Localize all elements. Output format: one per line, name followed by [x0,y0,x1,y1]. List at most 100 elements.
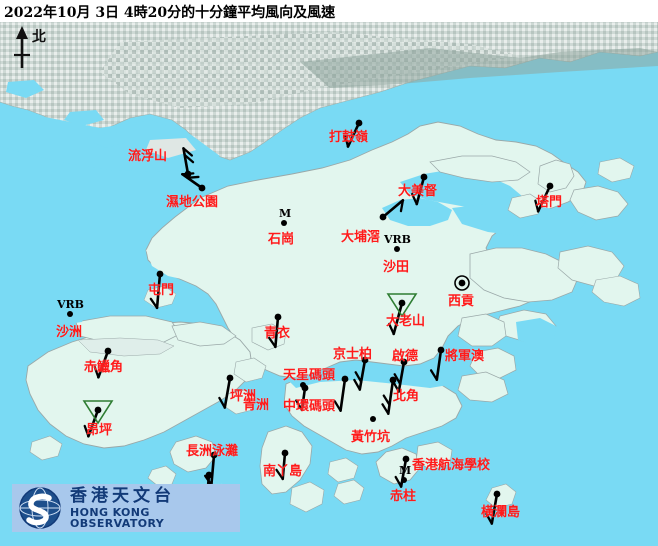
station-dot-icon [105,348,111,354]
station-label: 濕地公園 [166,195,219,210]
stanley-peninsula [375,447,421,485]
station-label: 中環碼頭 [283,399,336,414]
waglan-island [485,483,517,509]
station-dot-icon [282,450,288,456]
airport-runways [77,337,175,357]
station-label: 啟德 [392,349,419,364]
station-label: 北角 [393,389,420,404]
station-dot-icon [401,359,407,365]
north-arrow-icon [14,26,30,68]
yuen-long-flats [146,242,214,280]
station-label: 大老山 [386,314,426,329]
ne-islet-b [597,157,635,183]
station-label: 大埔滘 [341,230,381,245]
station-label: 屯門 [148,283,175,298]
hko-globe-icon [14,486,66,530]
lamma-island [259,425,313,495]
station-label: 塔門 [536,195,563,210]
map-canvas[interactable]: 北 流浮山 濕地公園 打鼓嶺 M 石崗 大美督 塔門 屯門 大埔滘 VRB 沙田 VRB 沙洲 赤鱲角 西貢… [0,22,658,546]
station-dot-icon [394,246,400,252]
inlet-3 [92,132,128,148]
station-label: 沙田 [383,260,410,275]
station-flag-m: M [399,464,412,477]
peng-chau [233,357,267,383]
station-label: 青衣 [264,326,291,341]
special-symbol-layer [82,275,470,425]
station-dot-icon [206,472,212,478]
station-flag-vrb: VRB [384,233,411,246]
station-label: 南丫島 [263,464,303,479]
station-dot-icon [399,300,405,306]
station-dot-icon [275,314,281,320]
ne-islet-a [507,193,543,219]
station-dot-icon [401,477,407,483]
station-dot-icon [494,491,500,497]
station-dot-icon [421,174,427,180]
station-dot-icon [281,220,287,226]
clearwater-bay-south [457,371,509,403]
station-dot-icon [185,171,191,177]
station-dot-icon [342,376,348,382]
station-dot-icon [438,347,444,353]
station-dot-icon [67,311,73,317]
station-dot-icon [300,382,306,388]
station-label: 赤鱲角 [84,360,124,375]
station-label: 長洲泳灘 [186,444,239,459]
tolo-channel-outer [452,204,586,236]
station-label: 青洲 [243,398,270,413]
victoria-harbour [288,368,454,388]
hko-logo: 香港天文台 HONG KONG OBSERVATORY [12,484,240,532]
station-dot-icon [390,377,396,383]
chek-lap-kok-airport [75,315,181,345]
station-label: 赤柱 [390,489,417,504]
station-label: 流浮山 [128,149,168,164]
station-label: 香港航海學校 [412,458,491,473]
station-label: 西貢 [448,294,475,309]
station-dot-icon [547,183,553,189]
station-dot-icon [211,452,217,458]
station-dot-icon [380,214,386,220]
tai-tam-peninsula [415,441,453,471]
tolo-channel-inner [382,198,452,226]
station-label: 橫瀾島 [481,505,521,520]
station-dot-icon [356,120,362,126]
hills-shading [300,48,658,88]
station-flag-vrb: VRB [57,298,84,311]
bay-water-a [516,318,556,346]
north-arrow: 北 [6,24,62,74]
south-islet-a [327,457,359,483]
page-title: 2022年10月 3日 4時20分的十分鐘平均風向及風速 [4,5,336,21]
station-dot-icon [370,416,376,422]
station-label: 打鼓嶺 [329,130,369,145]
tung-chung [171,321,237,347]
inlet-1 [6,80,44,98]
lamma-south [289,481,325,513]
cheung-chau-island [169,435,217,473]
hko-logo-chinese: 香港天文台 [70,485,175,506]
station-dot-icon [157,271,163,277]
station-label: 黃竹坑 [351,430,391,445]
station-label: 天星碼頭 [283,368,336,383]
station-label: 昂坪 [86,423,113,438]
ne-islands [569,185,629,221]
gale-triangle-icon [82,400,114,425]
south-islet-b [333,479,365,505]
station-label: 坪洲 [230,389,257,404]
tko-peninsula [457,313,507,347]
station-label: 沙洲 [56,325,83,340]
station-dot-icon [95,407,101,413]
sw-islet [29,435,63,461]
station-dot-icon [403,456,409,462]
outer-ring-icon [454,275,470,291]
map-geography [0,22,658,546]
station-dot-icon [362,357,368,363]
station-label: 大美督 [398,184,438,199]
gale-triangle-icon [386,293,418,318]
title-bar: 2022年10月 3日 4時20分的十分鐘平均風向及風速 [0,0,658,22]
station-dot-icon [227,375,233,381]
inlet-2 [64,110,104,126]
sai-kung-peninsula [469,247,579,303]
junk-bay-south [469,347,517,379]
hko-logo-english: HONG KONG OBSERVATORY [70,505,165,530]
